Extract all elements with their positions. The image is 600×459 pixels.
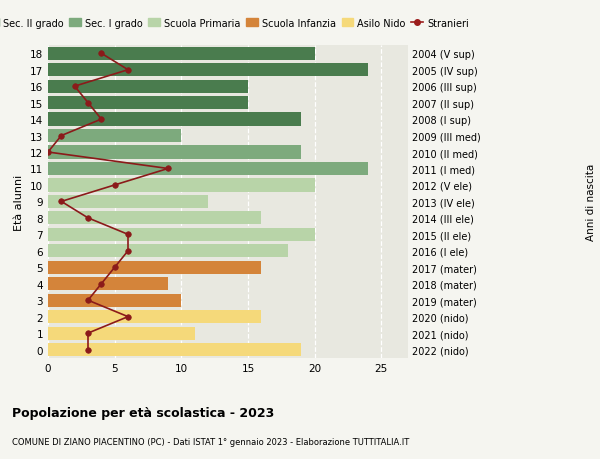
Bar [48, 212, 262, 225]
Bar [48, 294, 181, 307]
Bar [48, 80, 248, 94]
Bar [48, 196, 208, 208]
Bar [48, 162, 368, 176]
Bar [48, 97, 248, 110]
Bar [48, 130, 181, 143]
Bar [48, 64, 368, 77]
Bar [48, 179, 314, 192]
Text: COMUNE DI ZIANO PIACENTINO (PC) - Dati ISTAT 1° gennaio 2023 - Elaborazione TUTT: COMUNE DI ZIANO PIACENTINO (PC) - Dati I… [12, 437, 409, 446]
Bar [48, 343, 301, 356]
Bar [48, 261, 262, 274]
Text: Anni di nascita: Anni di nascita [586, 163, 596, 241]
Bar [48, 278, 168, 291]
Bar [48, 48, 314, 61]
Bar [48, 228, 314, 241]
Bar [48, 245, 288, 258]
Bar [48, 146, 301, 159]
Y-axis label: Età alunni: Età alunni [14, 174, 25, 230]
Bar [48, 327, 194, 340]
Legend: Sec. II grado, Sec. I grado, Scuola Primaria, Scuola Infanzia, Asilo Nido, Stran: Sec. II grado, Sec. I grado, Scuola Prim… [0, 18, 469, 28]
Bar [48, 310, 262, 324]
Text: Popolazione per età scolastica - 2023: Popolazione per età scolastica - 2023 [12, 406, 274, 419]
Bar [48, 113, 301, 126]
